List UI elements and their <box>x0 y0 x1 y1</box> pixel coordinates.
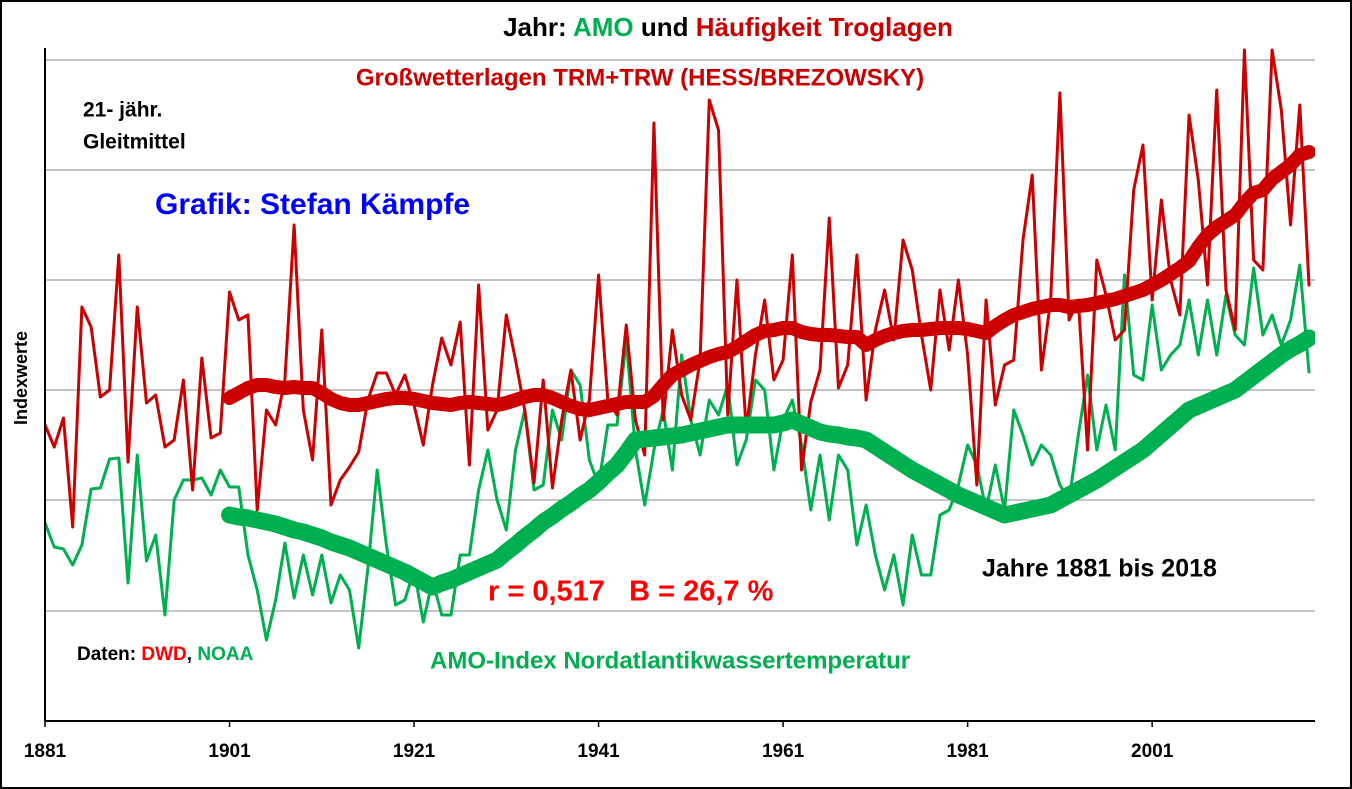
x-tick-label: 1901 <box>208 741 251 762</box>
x-tick-label: 1921 <box>393 741 436 762</box>
lines <box>45 48 1315 650</box>
source-part: NOAA <box>197 644 253 665</box>
annotation: Jahre 1881 bis 2018 <box>982 555 1217 583</box>
source-note: Daten: DWD, NOAA <box>77 644 254 665</box>
x-tick-label: 1881 <box>24 741 67 762</box>
x-tick-label: 2001 <box>1131 741 1174 762</box>
series-line <box>222 145 1315 417</box>
chart-title: Jahr: AMO und Häufigkeit Troglagen <box>503 12 953 42</box>
x-tick-label: 1981 <box>946 741 989 762</box>
source-part: Daten: <box>77 644 136 665</box>
title-part: AMO <box>573 12 634 42</box>
source-part: , <box>187 644 192 665</box>
series-line <box>45 263 1311 650</box>
series-line <box>45 48 1311 529</box>
x-tick-label: 1941 <box>577 741 620 762</box>
annotation: 21- jähr. <box>83 99 162 122</box>
subtitle: Großwetterlagen TRM+TRW (HESS/BREZOWSKY) <box>356 64 924 91</box>
title-part: und <box>641 12 689 42</box>
title-part: Jahr: <box>503 12 567 42</box>
annotation: Gleitmittel <box>83 131 186 154</box>
y-axis-label: Indexwerte <box>11 331 31 425</box>
title-part: Häufigkeit Troglagen <box>696 12 953 42</box>
annotation: Grafik: Stefan Kämpfe <box>155 188 470 221</box>
series-line <box>221 329 1315 596</box>
source-part: DWD <box>141 644 186 665</box>
annotation: AMO-Index Nordatlantikwassertemperatur <box>430 647 910 674</box>
x-tick-label: 1961 <box>762 741 805 762</box>
annotation: r = 0,517 B = 26,7 % <box>488 576 774 608</box>
